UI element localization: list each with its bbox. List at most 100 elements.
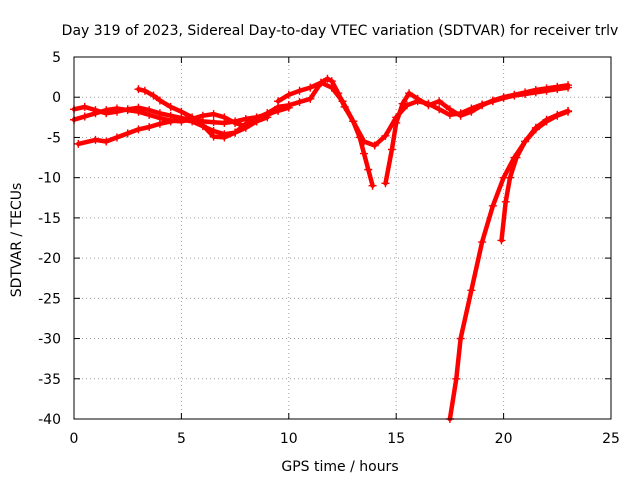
data-point bbox=[166, 117, 175, 126]
data-point bbox=[209, 118, 218, 127]
y-tick-label: 0 bbox=[52, 90, 61, 106]
y-tick-label: -30 bbox=[38, 332, 61, 348]
data-point bbox=[359, 137, 368, 146]
data-point bbox=[456, 111, 465, 120]
data-point bbox=[512, 153, 521, 162]
x-tick-label: 10 bbox=[280, 431, 298, 447]
data-point bbox=[231, 128, 240, 137]
data-point bbox=[177, 115, 186, 124]
data-point bbox=[531, 85, 540, 94]
data-point bbox=[145, 122, 154, 131]
y-tick-label: -35 bbox=[38, 372, 61, 388]
data-point bbox=[91, 109, 100, 118]
data-point bbox=[553, 82, 562, 91]
data-point bbox=[198, 121, 207, 130]
data-point bbox=[359, 149, 368, 158]
data-point bbox=[452, 374, 461, 383]
data-point bbox=[435, 97, 444, 106]
data-point bbox=[349, 117, 358, 126]
data-point bbox=[564, 106, 573, 115]
data-point bbox=[323, 74, 332, 83]
plot-frame bbox=[73, 56, 612, 420]
data-point bbox=[488, 96, 497, 105]
series-line-track-g bbox=[383, 82, 571, 186]
data-layer bbox=[70, 74, 573, 423]
data-point bbox=[177, 107, 186, 116]
data-point bbox=[478, 101, 487, 110]
data-point bbox=[198, 111, 207, 120]
data-point bbox=[405, 89, 414, 98]
data-point bbox=[381, 179, 390, 188]
y-axis-label: SDTVAR / TECUs bbox=[9, 183, 25, 298]
data-point bbox=[284, 90, 293, 99]
data-point bbox=[123, 106, 132, 115]
data-point bbox=[392, 118, 401, 127]
x-tick-label: 25 bbox=[602, 431, 620, 447]
data-point bbox=[74, 139, 83, 148]
data-point bbox=[521, 137, 530, 146]
data-point bbox=[188, 113, 197, 122]
data-point bbox=[274, 97, 283, 106]
data-point bbox=[424, 101, 433, 110]
data-point bbox=[542, 84, 551, 93]
data-point bbox=[80, 102, 89, 111]
data-point bbox=[445, 105, 454, 114]
data-point bbox=[145, 110, 154, 119]
y-tick-label: -25 bbox=[38, 291, 61, 307]
data-point bbox=[80, 112, 89, 121]
data-point bbox=[149, 91, 158, 100]
data-point bbox=[241, 119, 250, 128]
x-tick-label: 5 bbox=[177, 431, 186, 447]
grid bbox=[74, 57, 611, 419]
y-tick-label: -20 bbox=[38, 251, 61, 267]
y-tick-label: -5 bbox=[47, 130, 61, 146]
data-point bbox=[134, 125, 143, 134]
chart-title: Day 319 of 2023, Sidereal Day-to-day VTE… bbox=[62, 23, 619, 39]
data-point bbox=[478, 238, 487, 247]
x-tick-label: 0 bbox=[70, 431, 79, 447]
data-point bbox=[499, 93, 508, 102]
data-point bbox=[506, 173, 515, 182]
series-line-track-d bbox=[136, 86, 292, 140]
x-tick-label: 20 bbox=[495, 431, 513, 447]
data-point bbox=[456, 334, 465, 343]
data-point bbox=[134, 107, 143, 116]
data-point bbox=[368, 181, 377, 190]
data-point bbox=[220, 133, 229, 142]
data-point bbox=[284, 101, 293, 110]
data-point bbox=[306, 94, 315, 103]
data-point bbox=[327, 83, 336, 92]
data-point bbox=[467, 286, 476, 295]
data-point bbox=[370, 141, 379, 150]
data-point bbox=[564, 81, 573, 90]
data-point bbox=[102, 137, 111, 146]
data-point bbox=[381, 131, 390, 140]
data-point bbox=[166, 102, 175, 111]
data-point bbox=[102, 106, 111, 115]
data-point bbox=[252, 114, 261, 123]
data-point bbox=[435, 105, 444, 114]
data-point bbox=[231, 118, 240, 127]
data-point bbox=[209, 110, 218, 119]
data-point bbox=[521, 88, 530, 97]
data-point bbox=[295, 98, 304, 107]
data-point bbox=[531, 123, 540, 132]
data-point bbox=[387, 145, 396, 154]
data-point bbox=[413, 94, 422, 103]
series-line-track-i bbox=[499, 108, 571, 243]
data-point bbox=[364, 165, 373, 174]
data-point bbox=[510, 90, 519, 99]
data-point bbox=[497, 236, 506, 245]
y-tick-label: -10 bbox=[38, 171, 61, 187]
x-tick-label: 15 bbox=[387, 431, 405, 447]
data-point bbox=[112, 133, 121, 142]
data-point bbox=[488, 201, 497, 210]
y-tick-label: -40 bbox=[38, 412, 61, 428]
data-point bbox=[134, 85, 143, 94]
data-point bbox=[306, 83, 315, 92]
y-tick-label: 5 bbox=[52, 50, 61, 66]
data-point bbox=[123, 129, 132, 138]
data-point bbox=[220, 113, 229, 122]
data-point bbox=[501, 197, 510, 206]
data-point bbox=[542, 115, 551, 124]
